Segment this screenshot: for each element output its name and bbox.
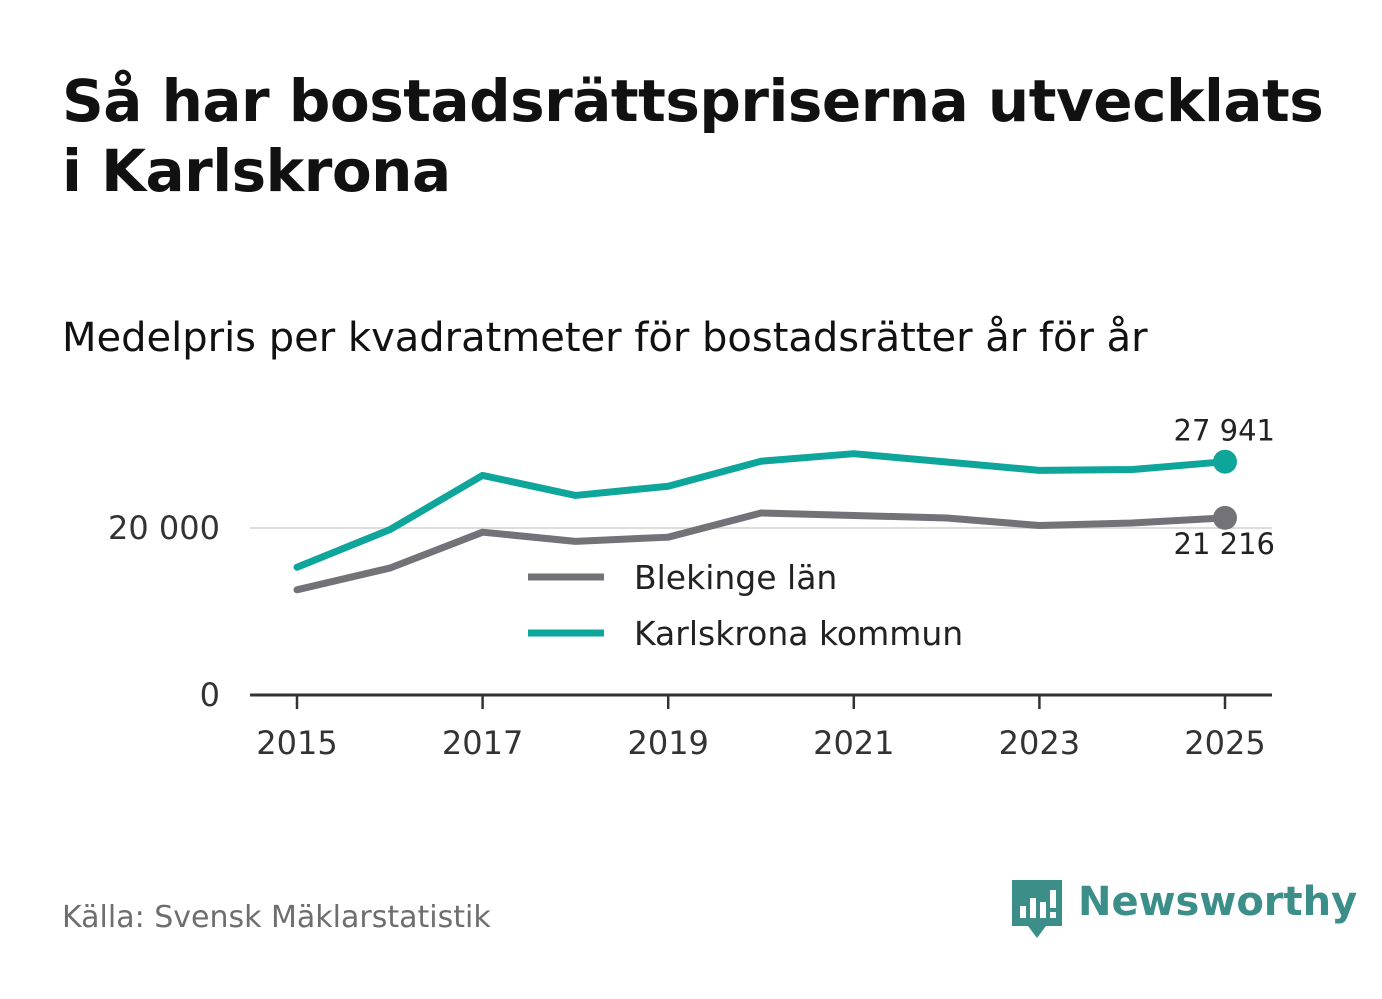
series-layer xyxy=(293,449,1237,594)
series-line-karlskrona-kommun xyxy=(293,450,1229,571)
axis-layer: 0 20 000 2015 2017 2019 2021 2023 2025 xyxy=(108,509,1272,762)
series-end-point-blekinge-l-n xyxy=(1213,505,1237,530)
newsworthy-logo-icon xyxy=(1012,880,1062,938)
y-tick-label-0: 0 xyxy=(200,676,220,714)
label-layer: 21 216 27 941 xyxy=(1174,414,1275,561)
legend-label-blekinge-l-n: Blekinge län xyxy=(634,558,837,597)
chart-title: Så har bostadsrättspriserna utvecklats i… xyxy=(62,67,1324,205)
end-label-blekinge-l-n: 21 216 xyxy=(1174,527,1275,561)
brand-name: Newsworthy xyxy=(1078,879,1358,925)
x-tick-label-2019: 2019 xyxy=(627,724,708,762)
chart-subtitle: Medelpris per kvadratmeter för bostadsrä… xyxy=(62,315,1148,361)
x-tick-label-2023: 2023 xyxy=(999,724,1080,762)
y-tick-label-20000: 20 000 xyxy=(108,509,220,547)
brand: Newsworthy xyxy=(1010,878,1357,942)
series-end-point-karlskrona-kommun xyxy=(1213,449,1237,474)
x-tick-label-2017: 2017 xyxy=(442,724,523,762)
legend: Blekinge län Karlskrona kommun xyxy=(528,558,963,653)
legend-label-karlskrona-kommun: Karlskrona kommun xyxy=(634,614,963,653)
x-tick-label-2021: 2021 xyxy=(813,724,894,762)
x-tick-label-2015: 2015 xyxy=(256,724,337,762)
series-line-blekinge-l-n xyxy=(293,509,1229,594)
x-tick-label-2025: 2025 xyxy=(1184,724,1265,762)
end-label-karlskrona-kommun: 27 941 xyxy=(1174,414,1275,448)
source-note: Källa: Svensk Mäklarstatistik xyxy=(62,900,491,935)
